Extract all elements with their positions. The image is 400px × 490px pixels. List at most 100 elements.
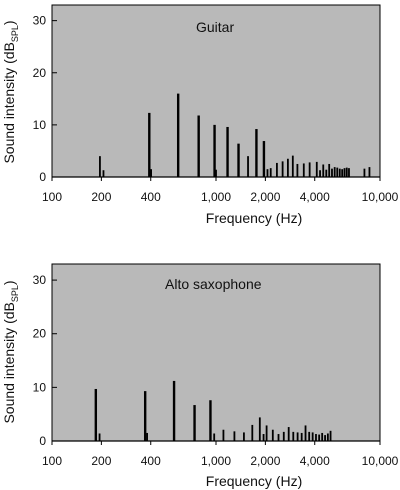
- spectral-bar: [329, 430, 332, 441]
- spectral-bar: [304, 425, 307, 441]
- spectral-bar: [99, 156, 101, 177]
- y-axis-title-alto-saxophone: Sound intensity (dBSPL): [1, 280, 20, 423]
- spectral-bar: [336, 167, 339, 177]
- bars-alto-saxophone: [94, 380, 332, 441]
- spectral-bar: [308, 431, 311, 441]
- spectral-bar: [265, 425, 268, 441]
- spectral-bar: [341, 169, 344, 177]
- spectral-bar: [326, 433, 329, 441]
- x-tick-label: 4,000: [300, 454, 330, 468]
- spectral-bar: [146, 432, 148, 441]
- y-tick-label: 10: [33, 380, 47, 394]
- x-tick-label: 200: [91, 190, 111, 204]
- x-tick-label: 100: [42, 454, 62, 468]
- x-tick-label: 400: [141, 190, 161, 204]
- spectral-bar: [325, 169, 328, 177]
- spectral-bar: [287, 427, 290, 441]
- y-axis-title-sub: SPL: [10, 285, 20, 302]
- spectral-bar: [251, 424, 254, 441]
- spectral-bar: [324, 435, 326, 441]
- spectral-bar: [258, 417, 261, 441]
- spectral-bar: [318, 434, 321, 441]
- spectral-bar: [322, 164, 325, 177]
- y-tick-label: 10: [33, 118, 47, 132]
- chart-title-guitar: Guitar: [196, 19, 234, 35]
- spectral-bar: [315, 161, 318, 177]
- y-axis-title-main: Sound intensity (dB: [1, 302, 17, 423]
- spectral-bar: [296, 163, 299, 177]
- y-tick-label: 0: [39, 170, 46, 184]
- spectral-bar: [343, 168, 346, 177]
- spectral-bar: [292, 431, 295, 441]
- y-tick-label: 0: [39, 434, 46, 448]
- spectral-bar: [172, 380, 176, 441]
- spectral-bar: [148, 112, 151, 177]
- x-axis-guitar: 100 200 400 1,000 2,000 4,000 10,000: [42, 177, 399, 204]
- x-tick-label: 4,000: [300, 190, 330, 204]
- spectral-bar: [193, 405, 196, 441]
- spectral-bar: [226, 126, 229, 177]
- spectral-bar: [102, 170, 105, 177]
- spectral-bar: [98, 433, 101, 441]
- x-axis-alto-saxophone: 100 200 400 1,000 2,000 4,000 10,000: [42, 441, 399, 468]
- x-tick-label: 200: [91, 454, 111, 468]
- chart-alto-saxophone: Alto saxophone 0 10 20 30 100 200 400 1,000 2,0…: [1, 263, 399, 489]
- x-tick-label: 2,000: [250, 190, 280, 204]
- spectral-bar: [321, 432, 324, 441]
- spectral-bar: [328, 163, 331, 177]
- spectral-bar: [331, 168, 333, 177]
- spectral-bar: [143, 391, 147, 441]
- spectral-bar: [368, 167, 371, 177]
- spectral-bar: [281, 161, 284, 177]
- x-axis-title-alto-saxophone: Frequency (Hz): [206, 473, 302, 489]
- plot-area-alto-saxophone: [51, 263, 381, 442]
- spectral-bar: [262, 434, 265, 441]
- spectral-bar: [271, 429, 274, 441]
- x-tick-label: 10,000: [362, 190, 399, 204]
- spectral-bar: [363, 168, 366, 177]
- y-axis-title-end: ): [1, 280, 17, 285]
- spectral-bar: [291, 155, 294, 177]
- chart-title-alto-saxophone: Alto saxophone: [165, 276, 262, 292]
- spectral-bar: [286, 158, 289, 177]
- spectral-bar: [222, 429, 225, 441]
- y-axis-title-main: Sound intensity (dB: [1, 42, 17, 163]
- spectral-bar: [262, 141, 266, 177]
- spectral-bar: [282, 431, 285, 441]
- spectral-bar: [345, 167, 348, 177]
- x-tick-label: 400: [141, 454, 161, 468]
- spectral-bar: [197, 115, 200, 177]
- spectral-bar: [209, 400, 212, 441]
- spectral-bar: [302, 163, 305, 177]
- x-tick-label: 1,000: [201, 190, 231, 204]
- spectral-bar: [319, 170, 321, 177]
- spectral-bar: [338, 168, 341, 177]
- y-tick-label: 20: [33, 327, 47, 341]
- spectral-bar: [308, 162, 311, 177]
- x-tick-label: 10,000: [362, 454, 399, 468]
- spectral-bar: [315, 434, 317, 441]
- y-axis-title-guitar: Sound intensity (dBSPL): [1, 20, 20, 163]
- x-tick-label: 1,000: [201, 454, 231, 468]
- y-axis-title-sub: SPL: [10, 25, 20, 42]
- spectral-bar: [255, 129, 258, 177]
- spectral-bar: [237, 143, 240, 177]
- spectral-bar: [150, 169, 152, 177]
- spectral-bar: [247, 156, 249, 177]
- y-tick-label: 30: [33, 14, 47, 28]
- spectral-bar: [243, 432, 245, 441]
- spectral-bar: [333, 167, 336, 177]
- spectral-bar: [176, 93, 180, 177]
- x-tick-label: 100: [42, 190, 62, 204]
- spectral-bar: [213, 433, 216, 441]
- spectral-bar: [348, 168, 350, 177]
- y-tick-label: 20: [33, 66, 47, 80]
- spectral-bar: [296, 432, 299, 441]
- spectral-bar: [215, 169, 217, 177]
- spectral-bar: [300, 432, 303, 441]
- spectral-bar: [233, 431, 236, 441]
- plot-area-guitar: [51, 4, 381, 178]
- bars-guitar: [99, 93, 371, 177]
